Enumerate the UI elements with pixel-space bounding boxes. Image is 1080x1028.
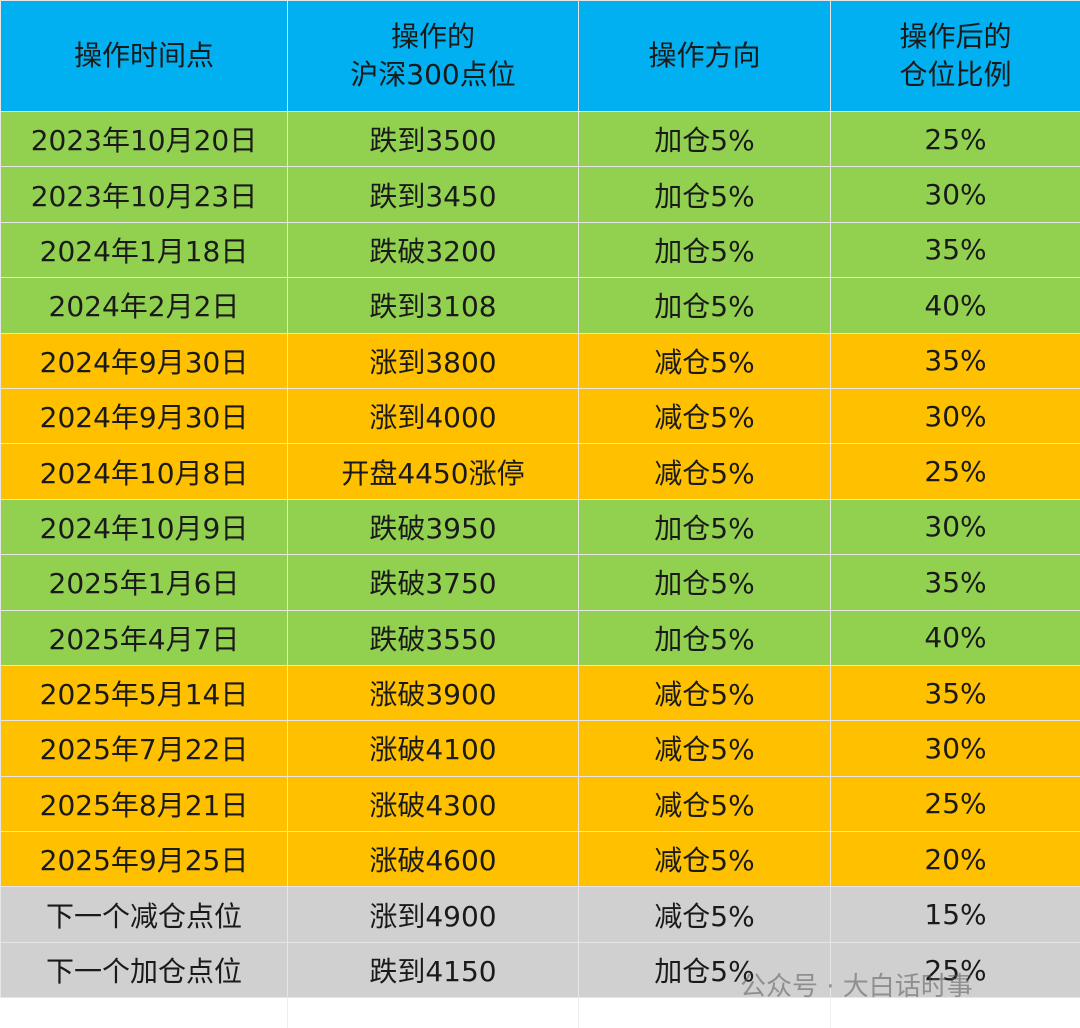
table-cell: 20% bbox=[830, 831, 1080, 888]
table-row: 2025年7月22日 涨破4100 减仓5% 30% bbox=[0, 720, 1080, 777]
table-row: 2024年9月30日 涨到4000 减仓5% 30% bbox=[0, 387, 1080, 445]
table-cell: 2024年9月30日 bbox=[0, 387, 288, 445]
table-cell: 跌破3750 bbox=[287, 554, 579, 611]
table-cell: 2024年1月18日 bbox=[0, 221, 288, 279]
table-cell: 涨破4300 bbox=[287, 775, 579, 833]
table-cell: 加仓5% bbox=[578, 110, 831, 168]
table-cell: 2025年7月22日 bbox=[0, 720, 288, 777]
table-cell: 加仓5% bbox=[578, 277, 831, 334]
table-cell: 2024年10月8日 bbox=[0, 443, 288, 500]
table-cell: 2025年8月21日 bbox=[0, 775, 288, 833]
table-row: 下一个减仓点位 涨到4900 减仓5% 15% bbox=[0, 886, 1080, 943]
table-cell: 涨到4900 bbox=[287, 886, 579, 943]
header-cell: 操作的 沪深300点位 bbox=[287, 0, 579, 112]
table-cell: 下一个减仓点位 bbox=[0, 886, 288, 943]
header-cell: 操作后的 仓位比例 bbox=[830, 0, 1080, 112]
table-cell: 加仓5% bbox=[578, 554, 831, 611]
table-row: 2025年1月6日 跌破3750 加仓5% 35% bbox=[0, 554, 1080, 611]
header-cell: 操作方向 bbox=[578, 0, 831, 112]
table-cell: 减仓5% bbox=[578, 886, 831, 943]
table-cell: 跌破3950 bbox=[287, 498, 579, 556]
table-cell: 15% bbox=[830, 886, 1080, 943]
table-cell: 2024年10月9日 bbox=[0, 498, 288, 556]
table-cell: 40% bbox=[830, 277, 1080, 334]
table-cell: 加仓5% bbox=[578, 166, 831, 223]
table-cell: 加仓5% bbox=[578, 941, 831, 999]
table-row: 2025年8月21日 涨破4300 减仓5% 25% bbox=[0, 775, 1080, 833]
watermark: 公众号 · 大白话时事 bbox=[740, 972, 973, 1002]
table-cell: 35% bbox=[830, 664, 1080, 722]
table-row: 2024年10月9日 跌破3950 加仓5% 30% bbox=[0, 498, 1080, 556]
table-cell: 2025年5月14日 bbox=[0, 664, 288, 722]
table-cell: 35% bbox=[830, 554, 1080, 611]
table-cell: 跌破3200 bbox=[287, 221, 579, 279]
table-cell: 加仓5% bbox=[578, 221, 831, 279]
table-cell: 30% bbox=[830, 720, 1080, 777]
table-body: 2023年10月20日 跌到3500 加仓5% 25% 2023年10月23日 跌到345… bbox=[0, 110, 1080, 999]
table-cell: 2025年1月6日 bbox=[0, 554, 288, 611]
table-cell: 减仓5% bbox=[578, 387, 831, 445]
table-cell: 30% bbox=[830, 387, 1080, 445]
table-cell: 下一个加仓点位 bbox=[0, 941, 288, 999]
table-cell: 涨破4600 bbox=[287, 831, 579, 888]
table-cell: 减仓5% bbox=[578, 831, 831, 888]
table-cell: 涨破3900 bbox=[287, 664, 579, 722]
table-cell: 开盘4450涨停 bbox=[287, 443, 579, 500]
table-cell: 40% bbox=[830, 609, 1080, 666]
table-cell: 35% bbox=[830, 221, 1080, 279]
table-row: 2025年5月14日 涨破3900 减仓5% 35% bbox=[0, 664, 1080, 722]
table-cell: 跌破3550 bbox=[287, 609, 579, 666]
table-row: 下一个加仓点位 跌到4150 加仓5% 25% bbox=[0, 941, 1080, 999]
table-cell: 30% bbox=[830, 166, 1080, 223]
table-cell: 涨到4000 bbox=[287, 387, 579, 445]
table-cell: 35% bbox=[830, 332, 1080, 389]
table-cell: 减仓5% bbox=[578, 332, 831, 389]
table-cell: 涨到3800 bbox=[287, 332, 579, 389]
table-cell: 2023年10月20日 bbox=[0, 110, 288, 168]
table-cell: 加仓5% bbox=[578, 609, 831, 666]
table-footer-space bbox=[0, 998, 1080, 1028]
table-cell: 2024年9月30日 bbox=[0, 332, 288, 389]
table-cell: 跌到3108 bbox=[287, 277, 579, 334]
table-cell: 25% bbox=[830, 110, 1080, 168]
table-cell: 2023年10月23日 bbox=[0, 166, 288, 223]
table-row: 2025年9月25日 涨破4600 减仓5% 20% bbox=[0, 831, 1080, 888]
table-row: 2024年10月8日 开盘4450涨停 减仓5% 25% bbox=[0, 443, 1080, 500]
table-cell: 减仓5% bbox=[578, 443, 831, 500]
table-cell: 涨破4100 bbox=[287, 720, 579, 777]
table-row: 2024年2月2日 跌到3108 加仓5% 40% bbox=[0, 277, 1080, 334]
header-cell: 操作时间点 bbox=[0, 0, 288, 112]
table-row: 2024年9月30日 涨到3800 减仓5% 35% bbox=[0, 332, 1080, 389]
table-cell: 减仓5% bbox=[578, 720, 831, 777]
table-cell: 2025年4月7日 bbox=[0, 609, 288, 666]
table-row: 2023年10月20日 跌到3500 加仓5% 25% bbox=[0, 110, 1080, 168]
table-cell: 25% bbox=[830, 443, 1080, 500]
table-cell: 跌到4150 bbox=[287, 941, 579, 999]
table-cell: 30% bbox=[830, 498, 1080, 556]
table-cell: 减仓5% bbox=[578, 775, 831, 833]
table-row: 2023年10月23日 跌到3450 加仓5% 30% bbox=[0, 166, 1080, 223]
table-row: 2024年1月18日 跌破3200 加仓5% 35% bbox=[0, 221, 1080, 279]
table-cell: 2025年9月25日 bbox=[0, 831, 288, 888]
table-cell: 2024年2月2日 bbox=[0, 277, 288, 334]
table-row: 2025年4月7日 跌破3550 加仓5% 40% bbox=[0, 609, 1080, 666]
data-table: 操作时间点 操作的 沪深300点位 操作方向 操作后的 仓位比例 2023年10月20… bbox=[0, 0, 1080, 999]
header-row: 操作时间点 操作的 沪深300点位 操作方向 操作后的 仓位比例 bbox=[0, 0, 1080, 112]
table-cell: 跌到3500 bbox=[287, 110, 579, 168]
table-cell: 25% bbox=[830, 941, 1080, 999]
table-cell: 加仓5% bbox=[578, 498, 831, 556]
table-cell: 25% bbox=[830, 775, 1080, 833]
table-cell: 跌到3450 bbox=[287, 166, 579, 223]
table-cell: 减仓5% bbox=[578, 664, 831, 722]
